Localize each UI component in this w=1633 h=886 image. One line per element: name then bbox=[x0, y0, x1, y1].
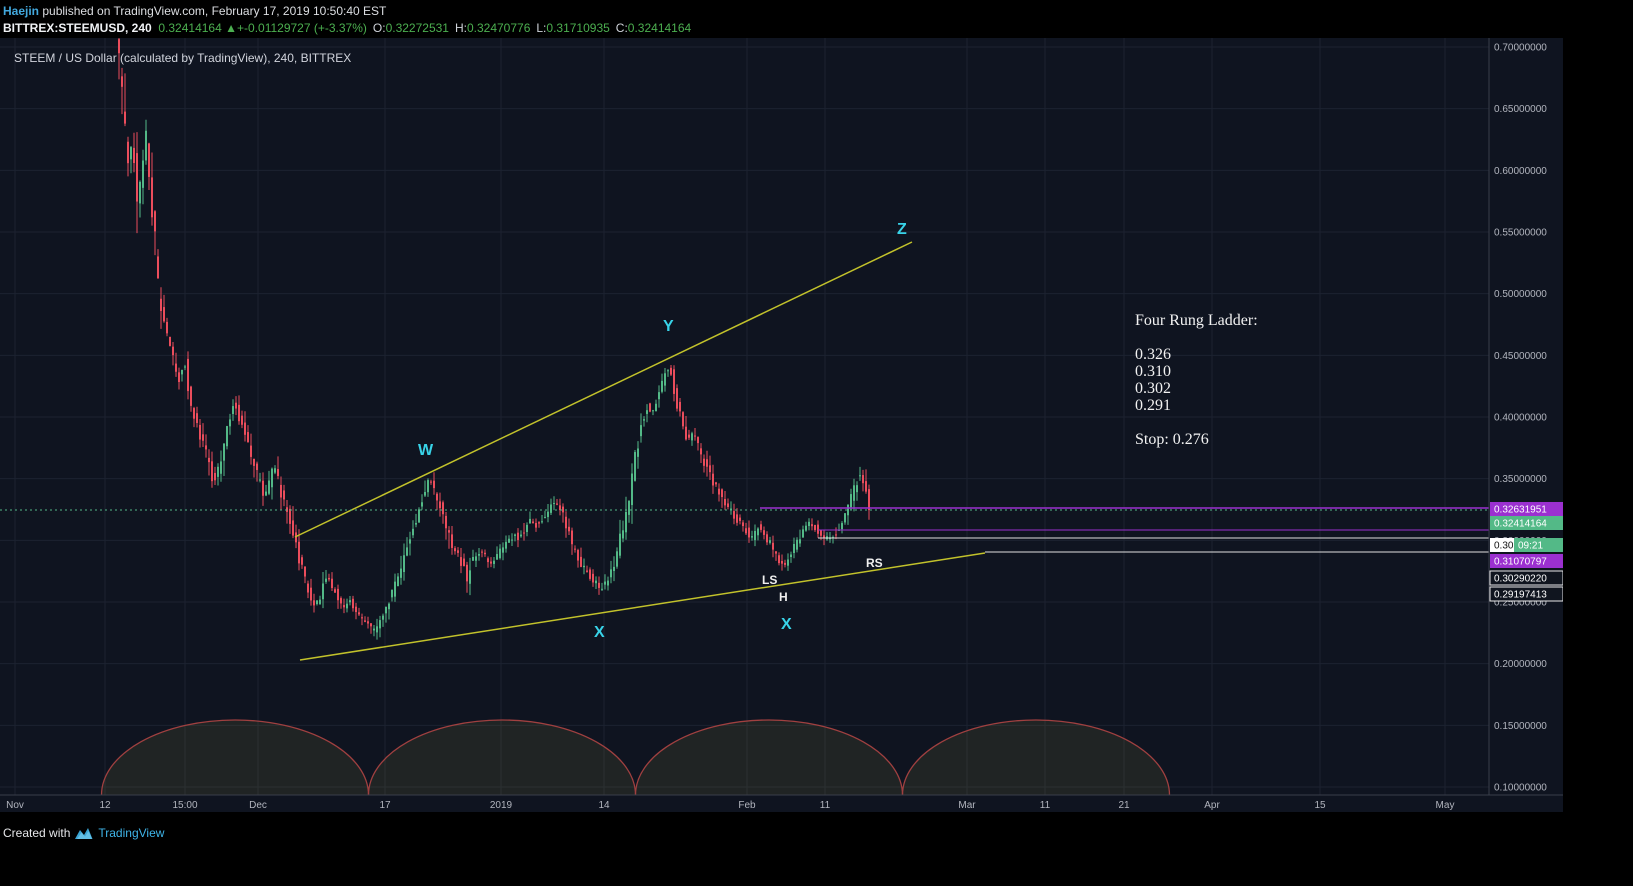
svg-text:0.29197413: 0.29197413 bbox=[1494, 590, 1547, 601]
close-label: C: bbox=[615, 21, 628, 35]
symbol-ohlc-bar: BITTREX:STEEMUSD, 240 0.32414164 ▲+-0.01… bbox=[3, 21, 691, 35]
close-value: 0.32414164 bbox=[627, 21, 692, 35]
svg-text:0.70000000: 0.70000000 bbox=[1494, 43, 1547, 54]
footer-bar: Created with TradingView bbox=[3, 826, 164, 840]
svg-text:0.50000000: 0.50000000 bbox=[1494, 289, 1547, 300]
low-label: L: bbox=[536, 21, 547, 35]
open-label: O: bbox=[372, 21, 386, 35]
svg-text:0.32631951: 0.32631951 bbox=[1494, 505, 1547, 516]
svg-text:X: X bbox=[781, 616, 792, 633]
svg-text:0.35000000: 0.35000000 bbox=[1494, 474, 1547, 485]
svg-text:0.55000000: 0.55000000 bbox=[1494, 228, 1547, 239]
svg-text:May: May bbox=[1436, 800, 1455, 811]
publish-info: Haejin published on TradingView.com, Feb… bbox=[3, 4, 386, 18]
created-with-text: Created with bbox=[3, 826, 71, 840]
svg-text:15: 15 bbox=[1314, 800, 1326, 811]
svg-text:14: 14 bbox=[598, 800, 610, 811]
chart-watermark-title: STEEM / US Dollar (calculated by Trading… bbox=[14, 51, 352, 65]
author-link[interactable]: Haejin bbox=[3, 4, 40, 18]
tradingview-logo-icon bbox=[75, 827, 93, 839]
tradingview-brand-link[interactable]: TradingView bbox=[98, 826, 165, 840]
svg-text:0.30290220: 0.30290220 bbox=[1494, 574, 1547, 585]
svg-text:X: X bbox=[594, 624, 605, 641]
up-arrow-icon: ▲ bbox=[225, 21, 238, 35]
note-text: Four Rung Ladder: 0.326 0.310 0.302 0.29… bbox=[1135, 312, 1258, 448]
svg-text:15:00: 15:00 bbox=[172, 800, 197, 811]
svg-text:Feb: Feb bbox=[738, 800, 756, 811]
high-value: 0.32470776 bbox=[466, 21, 531, 35]
svg-text:0.60000000: 0.60000000 bbox=[1494, 166, 1547, 177]
svg-text:Y: Y bbox=[663, 318, 674, 335]
svg-text:11: 11 bbox=[820, 800, 831, 811]
symbol-name: BITTREX:STEEMUSD, 240 bbox=[3, 21, 152, 35]
svg-text:0.20000000: 0.20000000 bbox=[1494, 659, 1547, 670]
high-label: H: bbox=[454, 21, 467, 35]
svg-text:12: 12 bbox=[99, 800, 111, 811]
svg-text:21: 21 bbox=[1118, 800, 1130, 811]
svg-text:2019: 2019 bbox=[490, 800, 513, 811]
svg-text:Z: Z bbox=[897, 221, 907, 238]
price-axis[interactable] bbox=[1489, 38, 1563, 795]
svg-text:0.10000000: 0.10000000 bbox=[1494, 783, 1547, 794]
svg-text:0.45000000: 0.45000000 bbox=[1494, 351, 1547, 362]
svg-text:09:21: 09:21 bbox=[1518, 541, 1543, 552]
svg-text:RS: RS bbox=[866, 556, 883, 570]
time-axis[interactable] bbox=[0, 795, 1563, 812]
svg-text:0.25000000: 0.25000000 bbox=[1494, 598, 1547, 609]
svg-text:0.65000000: 0.65000000 bbox=[1494, 104, 1547, 115]
svg-text:0.31070797: 0.31070797 bbox=[1494, 557, 1547, 568]
svg-text:0.40000000: 0.40000000 bbox=[1494, 413, 1547, 424]
svg-text:11: 11 bbox=[1040, 800, 1051, 811]
svg-text:Nov: Nov bbox=[6, 800, 24, 811]
svg-text:0.15000000: 0.15000000 bbox=[1494, 721, 1547, 732]
chart-canvas[interactable]: 0.10000000 0.15000000 0.20000000 0.25000000… bbox=[0, 38, 1563, 812]
svg-text:0.30: 0.30 bbox=[1494, 541, 1514, 552]
svg-text:17: 17 bbox=[379, 800, 391, 811]
low-value: 0.31710935 bbox=[546, 21, 610, 35]
svg-text:W: W bbox=[418, 442, 434, 459]
svg-text:Mar: Mar bbox=[958, 800, 976, 811]
svg-text:Dec: Dec bbox=[249, 800, 267, 811]
change-value: +-0.01129727 (+-3.37%) bbox=[237, 21, 367, 35]
svg-text:LS: LS bbox=[762, 573, 777, 587]
open-value: 0.32272531 bbox=[385, 21, 449, 35]
svg-text:Apr: Apr bbox=[1204, 800, 1220, 811]
svg-text:0.32414164: 0.32414164 bbox=[1494, 519, 1547, 530]
last-price: 0.32414164 bbox=[158, 21, 222, 35]
svg-text:H: H bbox=[779, 590, 788, 604]
publish-text: published on TradingView.com, February 1… bbox=[39, 4, 387, 18]
